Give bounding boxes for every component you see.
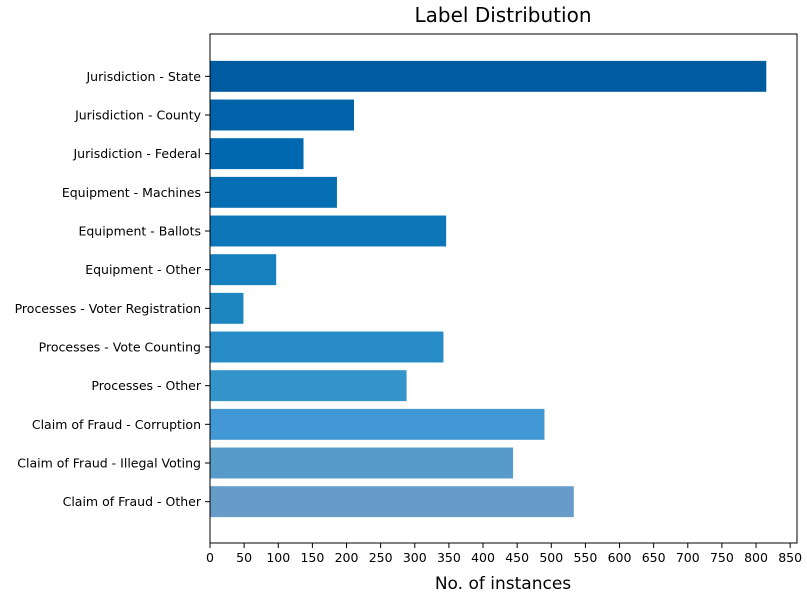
bar-processes-vote-counting — [210, 331, 444, 363]
y-axis-ticks: Jurisdiction - State Jurisdiction - Count… — [15, 69, 210, 509]
x-tick-label: 850 — [778, 550, 802, 565]
y-tick-label: Processes - Other — [91, 378, 201, 393]
x-tick-label: 500 — [539, 550, 563, 565]
bar-jurisdiction-county — [210, 99, 355, 131]
bar-processes-voter-registration — [210, 292, 244, 324]
bar-jurisdiction-state — [210, 60, 767, 92]
y-tick-label: Equipment - Other — [85, 262, 202, 277]
y-tick-label: Claim of Fraud - Illegal Voting — [17, 456, 201, 471]
bar-claim-of-fraud-corruption — [210, 408, 545, 440]
y-tick-label: Jurisdiction - State — [85, 69, 201, 84]
y-tick-label: Jurisdiction - Federal — [72, 146, 201, 161]
x-tick-label: 700 — [676, 550, 700, 565]
x-tick-label: 450 — [505, 550, 529, 565]
y-tick-label: Processes - Voter Registration — [15, 301, 201, 316]
y-tick-label: Claim of Fraud - Other — [63, 494, 202, 509]
x-tick-label: 650 — [642, 550, 666, 565]
bar-equipment-ballots — [210, 215, 447, 247]
bar-processes-other — [210, 370, 407, 402]
bars-group — [210, 60, 767, 518]
y-tick-label: Processes - Vote Counting — [39, 340, 201, 355]
x-tick-label: 400 — [471, 550, 495, 565]
bar-equipment-other — [210, 254, 277, 286]
x-tick-label: 50 — [236, 550, 252, 565]
x-tick-label: 750 — [710, 550, 734, 565]
x-tick-label: 100 — [266, 550, 290, 565]
bar-equipment-machines — [210, 176, 337, 208]
x-tick-label: 0 — [206, 550, 214, 565]
y-tick-label: Equipment - Ballots — [78, 224, 201, 239]
chart-title: Label Distribution — [415, 3, 592, 27]
y-tick-label: Claim of Fraud - Corruption — [32, 417, 201, 432]
bar-claim-of-fraud-other — [210, 486, 574, 518]
x-tick-label: 300 — [403, 550, 427, 565]
bar-jurisdiction-federal — [210, 138, 304, 170]
bar-claim-of-fraud-illegal-voting — [210, 447, 514, 479]
x-tick-label: 550 — [573, 550, 597, 565]
plot-frame — [209, 33, 798, 544]
x-tick-label: 250 — [369, 550, 393, 565]
y-tick-label: Jurisdiction - County — [74, 108, 202, 123]
x-tick-label: 150 — [300, 550, 324, 565]
x-tick-label: 600 — [608, 550, 632, 565]
x-axis-label: No. of instances — [435, 574, 571, 594]
x-axis-ticks: 0 50 100 150 200 250 300 350 400 450 500 550 600 650 7… — [206, 543, 802, 565]
x-tick-label: 350 — [437, 550, 461, 565]
x-tick-label: 800 — [744, 550, 768, 565]
x-tick-label: 200 — [335, 550, 359, 565]
y-tick-label: Equipment - Machines — [62, 185, 201, 200]
